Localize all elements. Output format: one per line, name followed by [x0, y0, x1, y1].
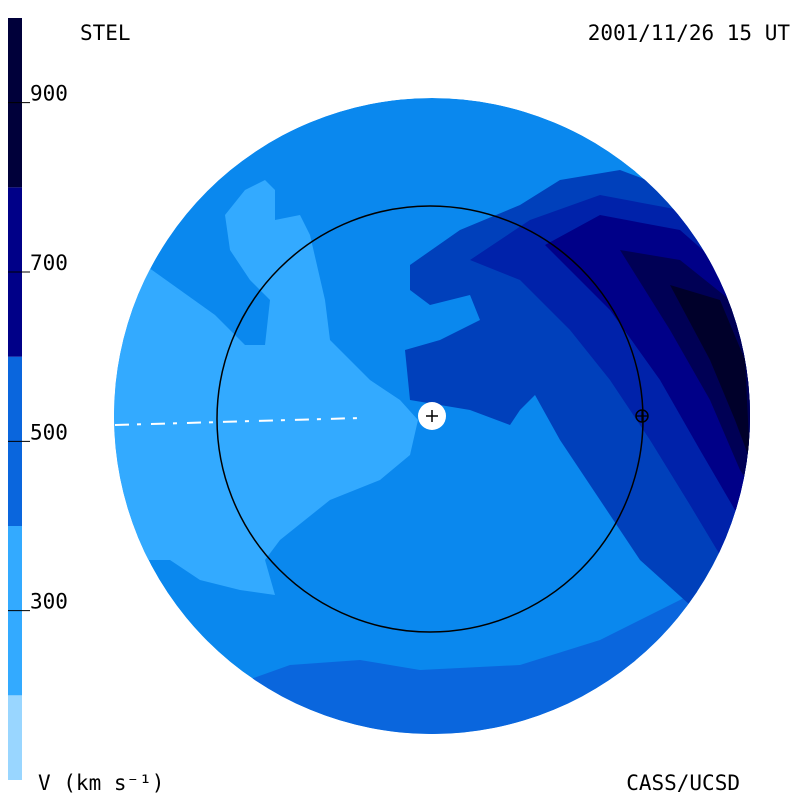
colorbar-tick-label: 900 [30, 82, 68, 106]
sun-cross [426, 410, 438, 422]
colorbar-band [8, 695, 22, 780]
colorbar-tick-label: 300 [30, 590, 68, 614]
colorbar-tick-label: 500 [30, 420, 68, 444]
colorbar-tick-label: 700 [30, 251, 68, 275]
header-left: STEL [80, 21, 131, 45]
velocity-map [114, 98, 750, 734]
slit [114, 417, 361, 426]
header-right: 2001/11/26 15 UT [588, 21, 791, 45]
colorbar: 300 500 700 900 [8, 18, 68, 780]
earth-cross [636, 410, 648, 422]
footer-right: CASS/UCSD [626, 771, 740, 795]
earth-orbit [216, 205, 644, 633]
colorbar-label: V (km s⁻¹) [38, 771, 164, 795]
